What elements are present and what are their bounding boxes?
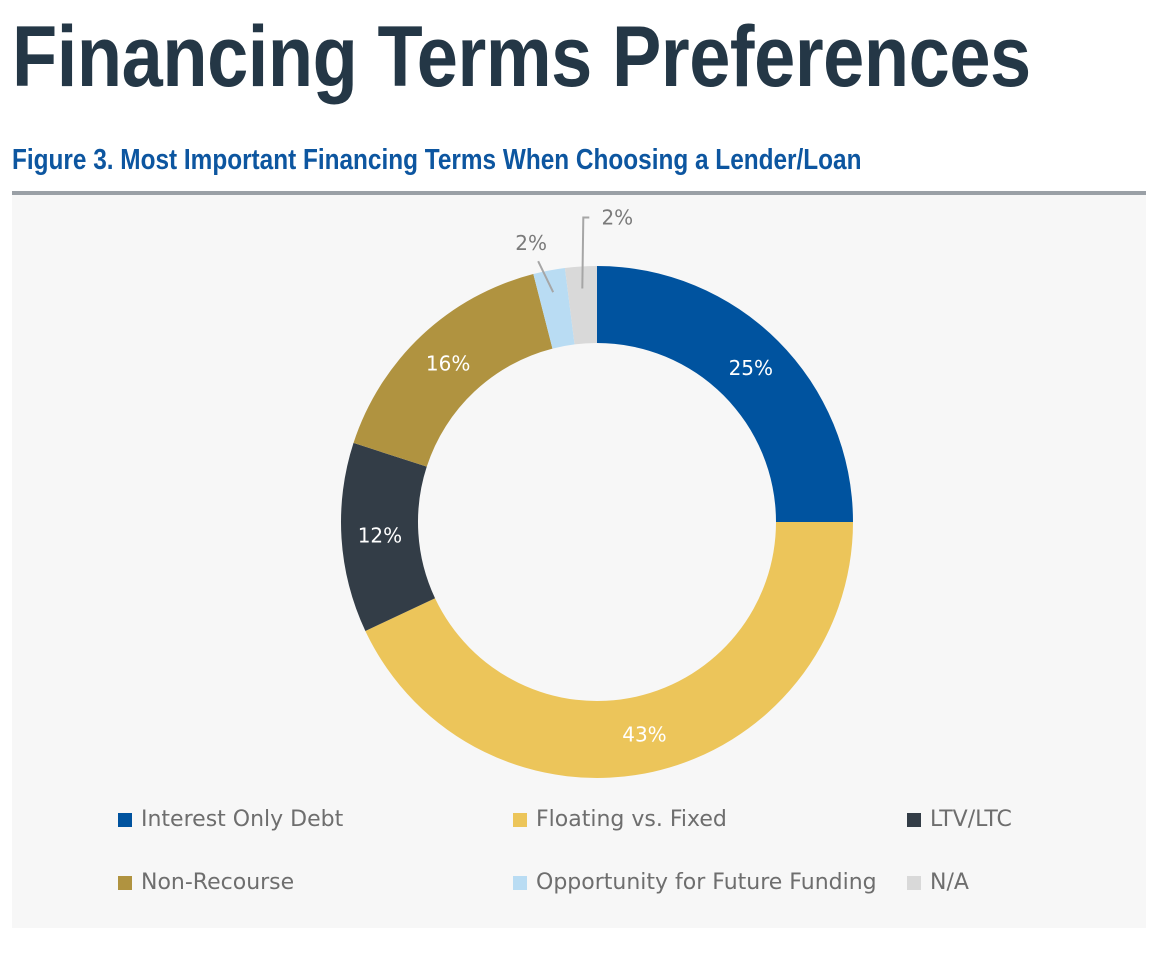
leader-line <box>581 216 590 289</box>
legend-swatch <box>513 812 527 827</box>
legend-swatch <box>513 875 527 890</box>
legend-label: Opportunity for Future Funding <box>536 870 877 895</box>
legend-label: Interest Only Debt <box>141 807 344 832</box>
legend-label: Non-Recourse <box>141 870 295 895</box>
donut-slice-interest-only-debt <box>597 266 853 522</box>
legend-item: Floating vs. Fixed <box>513 807 727 832</box>
data-label: 2% <box>515 231 547 255</box>
legend-item: Opportunity for Future Funding <box>513 870 877 895</box>
legend-item: N/A <box>907 870 969 895</box>
legend-item: Non-Recourse <box>118 870 294 895</box>
legend-swatch <box>907 812 921 827</box>
data-label: 12% <box>358 524 402 548</box>
title-divider <box>12 191 1146 195</box>
donut-slice-n-a <box>564 266 597 345</box>
legend-item: Interest Only Debt <box>118 807 343 832</box>
legend-label: LTV/LTC <box>930 807 1012 832</box>
chart-title: Figure 3. Most Important Financing Terms… <box>12 144 862 176</box>
data-label: 25% <box>729 356 773 380</box>
data-label: 43% <box>622 722 666 746</box>
data-label: 2% <box>601 205 633 229</box>
page-title: Financing Terms Preferences <box>12 9 1031 105</box>
legend-label: N/A <box>930 870 969 895</box>
donut-slice-floating-vs-fixed <box>365 522 853 778</box>
legend-swatch <box>907 875 921 890</box>
donut-slice-ltv-ltc <box>340 442 436 631</box>
donut-slice-non-recourse <box>353 274 553 467</box>
donut-slice-opportunity-for-future-funding <box>533 268 575 349</box>
legend-swatch <box>118 875 132 890</box>
legend-label: Floating vs. Fixed <box>536 807 727 832</box>
data-label: 16% <box>426 351 470 375</box>
legend-item: LTV/LTC <box>907 807 1012 832</box>
leader-line <box>537 260 555 293</box>
legend-swatch <box>118 812 132 827</box>
